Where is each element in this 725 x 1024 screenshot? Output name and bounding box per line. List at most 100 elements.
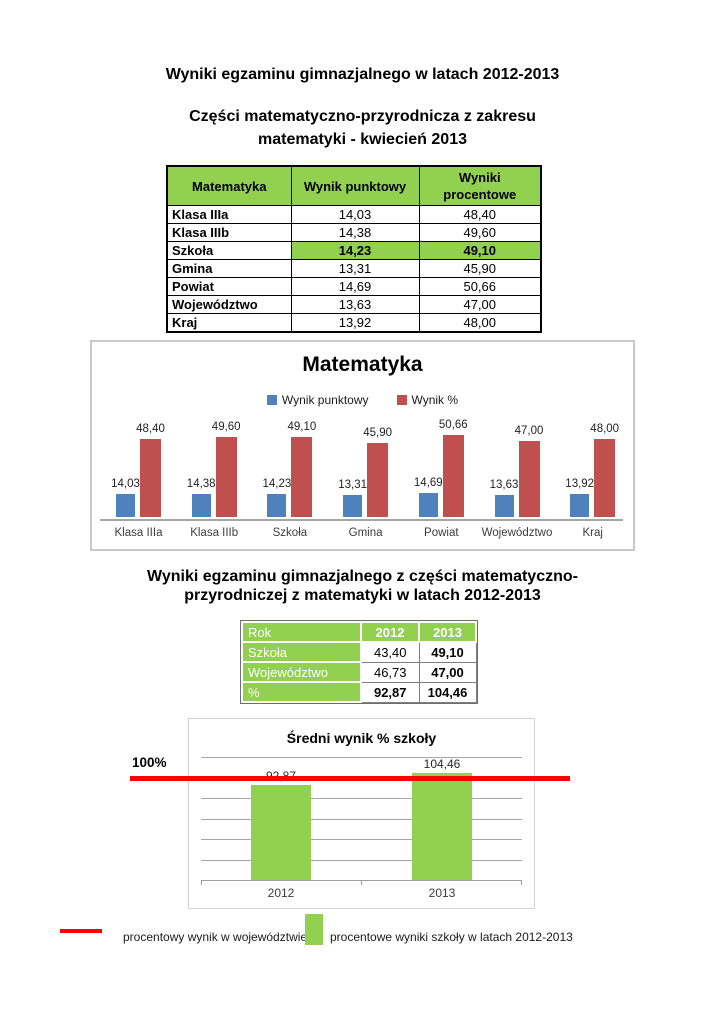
category-label: Województwo xyxy=(481,527,553,539)
legend-item-points: Wynik punktowy xyxy=(266,393,369,407)
data-label: 13,92 xyxy=(565,478,595,490)
points-cell: 13,63 xyxy=(290,295,420,314)
percent-bar: 47,00 xyxy=(515,425,543,517)
percent-bar: 49,60 xyxy=(212,421,241,517)
percent-bar: 45,90 xyxy=(363,427,392,517)
gridline xyxy=(201,860,522,861)
category-label: Szkoła xyxy=(272,527,308,539)
value-2013: 47,00 xyxy=(418,661,477,683)
blue-legend-swatch-icon xyxy=(266,395,277,405)
table-row: Klasa IIIa 14,03 48,40 xyxy=(166,205,542,224)
page-title: Wyniki egzaminu gimnazjalnego w latach 2… xyxy=(165,66,560,83)
row-label: Województwo xyxy=(166,295,292,314)
category-label: 2013 xyxy=(428,886,456,900)
hundred-percent-label: 100% xyxy=(132,755,167,770)
gridline xyxy=(201,819,522,820)
row-label: % xyxy=(241,681,362,703)
bar-group: 14,03 48,40 xyxy=(111,423,165,517)
second-title-line1: Wyniki egzaminu gimnazjalnego z części m… xyxy=(147,568,578,585)
reference-line-100-percent xyxy=(130,776,570,781)
points-bar: 14,69 xyxy=(414,477,443,517)
second-title-line2: przyrodniczej z matematyki w latach 2012… xyxy=(184,587,541,604)
col-header-wynik-punktowy: Wynik punktowy xyxy=(290,165,420,206)
points-cell: 13,92 xyxy=(290,313,420,333)
green-bar-swatch-icon xyxy=(305,914,323,945)
percent-cell: 48,40 xyxy=(418,205,542,224)
year-header-rok: Rok xyxy=(241,621,362,643)
table-row: Powiat 14,69 50,66 xyxy=(166,277,542,296)
gridline xyxy=(201,839,522,840)
data-label: 13,31 xyxy=(338,479,367,491)
data-label: 13,63 xyxy=(489,479,519,491)
percent-bar: 49,10 xyxy=(288,421,316,517)
bar-legend-label: procentowe wyniki szkoły w latach 2012-2… xyxy=(330,930,573,944)
points-bar: 13,31 xyxy=(338,479,367,517)
category-label: 2012 xyxy=(267,886,295,900)
percent-cell: 49,60 xyxy=(418,223,542,242)
points-cell: 14,03 xyxy=(290,205,420,224)
results-table: Matematyka Wynik punktowy Wyniki procent… xyxy=(166,165,542,333)
red-line-swatch-icon xyxy=(60,929,102,933)
data-label: 14,69 xyxy=(413,477,443,489)
col-header-wyniki-procentowe: Wyniki procentowe xyxy=(418,165,542,206)
row-label: Powiat xyxy=(166,277,292,296)
line-legend-label: procentowy wynik w województwie xyxy=(123,930,308,944)
chart1-plot-area: 14,03 48,40 Klasa IIIa 14,38 49,60 Klasa IIIb… xyxy=(92,342,633,549)
data-label: 47,00 xyxy=(514,425,544,437)
year-table-header-row: Rok 2012 2013 xyxy=(241,621,477,643)
points-bar: 13,63 xyxy=(490,479,518,517)
percent-cell: 49,10 xyxy=(418,241,542,260)
category-label: Powiat xyxy=(424,527,459,539)
row-label: Klasa IIIb xyxy=(166,223,292,242)
gridline xyxy=(201,798,522,799)
table-row: Województwo 46,73 47,00 xyxy=(241,661,477,683)
points-cell: 14,38 xyxy=(290,223,420,242)
legend-label-percent: Wynik % xyxy=(411,393,459,407)
chart2-x-axis-line xyxy=(201,880,522,881)
row-label: Szkoła xyxy=(241,641,362,663)
data-label: 50,66 xyxy=(438,419,468,431)
category-label: Klasa IIIa xyxy=(114,527,163,539)
results-table-header-row: Matematyka Wynik punktowy Wyniki procent… xyxy=(166,165,542,206)
axis-tick xyxy=(521,881,522,885)
year-header-2013: 2013 xyxy=(418,621,477,643)
percent-bar: 48,40 xyxy=(136,423,165,517)
results-table-body: Klasa IIIa 14,03 48,40 Klasa IIIb 14,38 49,60… xyxy=(166,205,542,333)
value-2013: 104,46 xyxy=(418,681,477,703)
points-cell: 13,31 xyxy=(290,259,420,278)
row-label: Kraj xyxy=(166,313,292,333)
percent-cell: 48,00 xyxy=(418,313,542,333)
data-label: 49,60 xyxy=(211,421,241,433)
bar-group: 14,69 50,66 xyxy=(414,419,468,517)
row-label: Województwo xyxy=(241,661,362,683)
points-bar: 14,03 xyxy=(111,478,140,517)
bar-group: 14,38 49,60 xyxy=(187,421,241,517)
table-row: Klasa IIIb 14,38 49,60 xyxy=(166,223,542,242)
col-header-matematyka: Matematyka xyxy=(166,165,292,206)
category-label: Gmina xyxy=(348,527,383,539)
table-row: Gmina 13,31 45,90 xyxy=(166,259,542,278)
data-label: 48,40 xyxy=(136,423,165,435)
data-label: 104,46 xyxy=(423,757,461,771)
matematyka-chart: Matematyka Wynik punktowy Wynik % 14,03 4… xyxy=(90,340,635,551)
bottom-legend: procentowy wynik w województwie procento… xyxy=(0,905,725,965)
percent-cell: 45,90 xyxy=(418,259,542,278)
value-2012: 43,40 xyxy=(360,641,420,663)
second-section-title: Wyniki egzaminu gimnazjalnego z części m… xyxy=(0,567,725,605)
row-label: Szkoła xyxy=(166,241,292,260)
data-label: 48,00 xyxy=(590,423,620,435)
table-row: % 92,87 104,46 xyxy=(241,681,477,703)
year-comparison-table: Rok 2012 2013 Szkoła 43,40 49,10 Województw… xyxy=(240,620,478,704)
value-2013: 49,10 xyxy=(418,641,477,663)
data-label: 14,38 xyxy=(186,478,216,490)
axis-tick xyxy=(201,881,202,885)
category-label: Kraj xyxy=(582,527,603,539)
bar-group: 13,92 48,00 xyxy=(565,423,619,517)
bar-group: 14,23 49,10 xyxy=(263,421,316,517)
bar-group: 13,63 47,00 xyxy=(490,425,543,517)
value-2012: 46,73 xyxy=(360,661,420,683)
table-row: Szkoła 43,40 49,10 xyxy=(241,641,477,663)
subtitle-line2: matematyki - kwiecień 2013 xyxy=(257,131,467,148)
percent-chart: Średni wynik % szkoły 92,87 2012 104,46 201… xyxy=(188,718,535,909)
